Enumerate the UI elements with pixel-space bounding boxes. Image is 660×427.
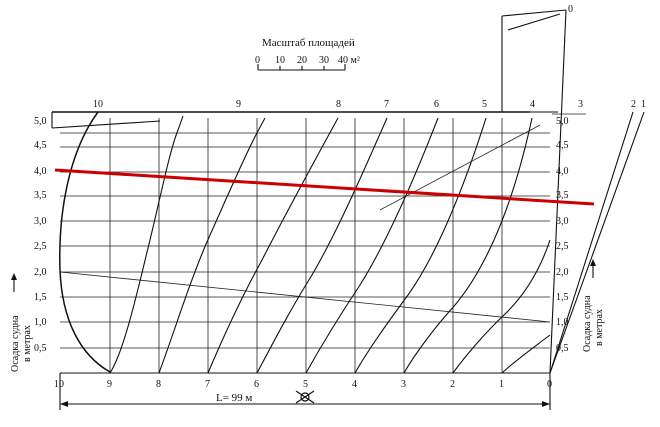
- area-scale-bar: [257, 64, 346, 71]
- bottom-station-label: 9: [107, 379, 112, 390]
- draft-value-right: 3,0: [556, 216, 569, 227]
- area-scale-tick: 30: [319, 55, 329, 66]
- draft-value-left: 4,0: [34, 166, 47, 177]
- station-grid: [109, 118, 503, 373]
- right-axis-arrow: [590, 259, 596, 278]
- trim-waterline: [54, 168, 595, 206]
- area-scale-tick: 40 м²: [338, 55, 360, 66]
- draft-value-left: 1,5: [34, 292, 47, 303]
- top-zero-label: 0: [568, 4, 573, 15]
- top-station-label: 4: [530, 99, 535, 110]
- draft-label-line2: в метрах: [22, 325, 33, 362]
- bottom-station-label: 10: [54, 379, 64, 390]
- draft-value-right: 1,0: [556, 317, 569, 328]
- draft-value-left: 5,0: [34, 116, 47, 127]
- draft-value-right: 0,5: [556, 343, 569, 354]
- waterline-grid: [60, 132, 550, 374]
- draft-value-left: 2,5: [34, 241, 47, 252]
- top-station-label: 6: [434, 99, 439, 110]
- draft-value-right: 4,5: [556, 140, 569, 151]
- left-axis-arrow: [11, 273, 17, 292]
- draft-label-line1: Осадка судна: [582, 295, 593, 352]
- top-station-label: 3: [578, 99, 583, 110]
- draft-value-left: 0,5: [34, 343, 47, 354]
- midship-symbol-icon: [295, 390, 315, 404]
- draft-value-right: 2,5: [556, 241, 569, 252]
- draft-label-line2: в метрах: [594, 309, 605, 346]
- hull-outline: [51, 9, 645, 374]
- right-axis-title: Осадка судна в метрах: [582, 295, 605, 352]
- top-station-label: 1: [641, 99, 646, 110]
- bottom-station-label: 5: [303, 379, 308, 390]
- bottom-station-label: 6: [254, 379, 259, 390]
- bottom-station-label: 8: [156, 379, 161, 390]
- draft-value-left: 3,0: [34, 216, 47, 227]
- draft-value-right: 1,5: [556, 292, 569, 303]
- top-station-label: 8: [336, 99, 341, 110]
- bonjean-curves: [109, 115, 551, 374]
- bottom-station-label: 1: [499, 379, 504, 390]
- draft-value-left: 4,5: [34, 140, 47, 151]
- length-label: L= 99 м: [216, 392, 252, 404]
- area-scale-tick: 20: [297, 55, 307, 66]
- draft-value-left: 2,0: [34, 267, 47, 278]
- area-scale-tick: 10: [275, 55, 285, 66]
- bottom-station-label: 3: [401, 379, 406, 390]
- draft-value-right: 5,0: [556, 116, 569, 127]
- top-station-label: 9: [236, 99, 241, 110]
- top-station-label: 10: [93, 99, 103, 110]
- bottom-station-label: 7: [205, 379, 210, 390]
- draft-value-right: 3,5: [556, 190, 569, 201]
- area-scale-title: Масштаб площадей: [262, 37, 355, 49]
- top-station-label: 2: [631, 99, 636, 110]
- draft-value-left: 3,5: [34, 190, 47, 201]
- bottom-station-label: 2: [450, 379, 455, 390]
- draft-value-right: 4,0: [556, 166, 569, 177]
- bottom-station-label: 4: [352, 379, 357, 390]
- area-scale-tick: 0: [255, 55, 260, 66]
- draft-label-line1: Осадка судна: [10, 315, 21, 372]
- length-dimension: [59, 373, 551, 410]
- draft-value-left: 1,0: [34, 317, 47, 328]
- left-axis-title: Осадка судна в метрах: [10, 315, 33, 372]
- draft-value-right: 2,0: [556, 267, 569, 278]
- top-station-label: 5: [482, 99, 487, 110]
- top-station-label: 7: [384, 99, 389, 110]
